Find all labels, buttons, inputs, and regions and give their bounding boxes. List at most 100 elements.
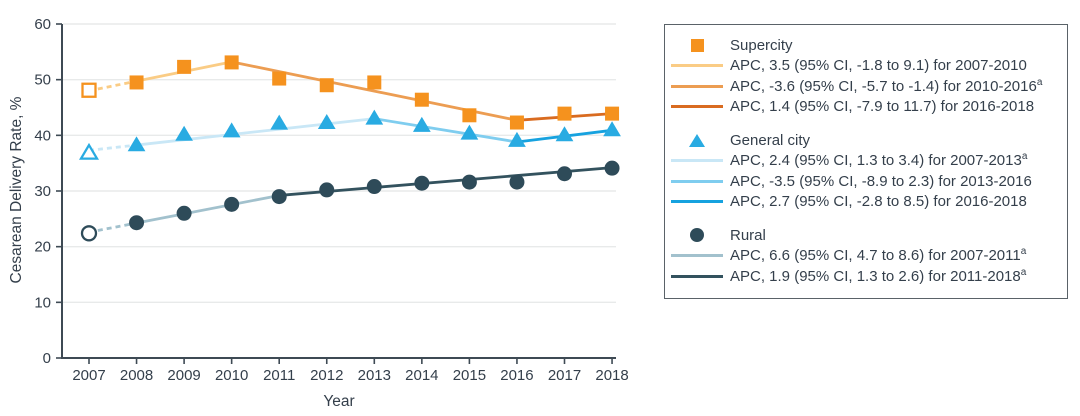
supercity-point-2013	[367, 75, 382, 90]
x-tick-label: 2008	[120, 367, 153, 384]
legend-apc-entry: APC, -3.5 (95% CI, -8.9 to 2.3) for 2013…	[665, 171, 1059, 192]
rural-point-2013	[366, 179, 382, 195]
legend-apc-text: APC, 6.6 (95% CI, 4.7 to 8.6) for 2007-2…	[730, 246, 1027, 265]
rural-point-2010	[224, 196, 240, 212]
rural-point-2009	[176, 205, 192, 221]
supercity-dashed-trend	[88, 79, 137, 93]
supercity-point-2015	[462, 108, 477, 123]
footnote-marker: a	[1021, 151, 1028, 163]
general-city-dashed-trend	[88, 143, 137, 152]
general-city-point-2011	[270, 114, 289, 130]
square-icon	[690, 38, 704, 52]
y-tick-label: 10	[34, 294, 51, 311]
general-city-point-2010	[222, 122, 241, 138]
supercity-point-2014	[414, 92, 429, 107]
line-icon	[671, 84, 723, 88]
legend-apc-text: APC, 1.4 (95% CI, -7.9 to 11.7) for 2016…	[730, 98, 1035, 116]
apc-line-swatch-icon	[671, 64, 723, 68]
apc-line-swatch-icon	[671, 274, 723, 278]
rural-point-2017	[557, 166, 572, 182]
chart-plot-area: 0 10 20 30 40 50 60 2007 2008 2009 2010 2011 2012 201…	[34, 16, 628, 384]
legend-apc-entry: APC, 2.7 (95% CI, -2.8 to 8.5) for 2016-…	[665, 192, 1059, 213]
general-city-point-2016	[508, 131, 526, 147]
general-city-triangle-marker-icon	[671, 133, 723, 147]
x-tick-label: 2013	[358, 367, 391, 384]
rural-point-2011	[271, 189, 287, 205]
rural-dashed-trend	[88, 221, 137, 234]
legend: Supercity APC, 3.5 (95% CI, -1.8 to 9.1) …	[664, 24, 1068, 299]
supercity-point-2007	[81, 82, 97, 98]
y-tick-label: 40	[34, 127, 51, 144]
x-tick-label: 2011	[263, 367, 295, 384]
legend-apc-entry: APC, 1.9 (95% CI, 1.3 to 2.6) for 2011-2…	[665, 266, 1059, 287]
general-city-point-2013	[365, 109, 384, 125]
legend-series-name: Supercity	[730, 36, 793, 54]
general-city-point-2008	[127, 136, 146, 152]
y-tick-label: 50	[34, 72, 51, 89]
legend-series-name: Rural	[730, 226, 766, 244]
x-tick-label: 2018	[595, 367, 628, 384]
y-tick-label: 60	[34, 16, 51, 33]
apc-line-swatch-icon	[671, 200, 723, 204]
legend-apc-entry: APC, 3.5 (95% CI, -1.8 to 9.1) for 2007-…	[665, 56, 1059, 77]
legend-group-supercity: Supercity	[665, 35, 1059, 56]
y-tick-label: 30	[34, 183, 51, 200]
line-icon	[671, 274, 723, 278]
footnote-marker: a	[1036, 76, 1043, 88]
supercity-point-2011	[272, 71, 287, 86]
rural-trend-1	[136, 194, 280, 225]
rural-point-2018	[604, 160, 620, 176]
supercity-point-2008	[129, 75, 144, 90]
supercity-point-2018	[605, 106, 620, 121]
rural-point-2012	[319, 182, 335, 198]
y-tick-label: 20	[34, 239, 51, 256]
rural-point-2015	[461, 174, 477, 190]
x-tick-label: 2009	[167, 367, 200, 384]
legend-apc-entry: APC, 1.4 (95% CI, -7.9 to 11.7) for 2016…	[665, 97, 1059, 118]
x-tick-label: 2010	[215, 367, 248, 384]
line-icon	[671, 200, 723, 204]
legend-apc-entry: APC, -3.6 (95% CI, -5.7 to -1.4) for 201…	[665, 76, 1059, 97]
rural-point-2016	[509, 174, 525, 190]
y-tick-label: 0	[43, 350, 51, 367]
apc-line-swatch-icon	[671, 105, 723, 109]
legend-apc-text: APC, 3.5 (95% CI, -1.8 to 9.1) for 2007-…	[730, 57, 1027, 75]
x-tick-label: 2012	[310, 367, 343, 384]
legend-group-rural: Rural	[665, 225, 1059, 246]
footnote-marker: a	[1020, 266, 1027, 278]
line-icon	[671, 105, 723, 109]
line-icon	[671, 179, 723, 183]
x-tick-label: 2007	[72, 367, 105, 384]
line-icon	[671, 64, 723, 68]
x-tick-label: 2016	[500, 367, 533, 384]
x-tick-label: 2017	[548, 367, 581, 384]
apc-line-swatch-icon	[671, 84, 723, 88]
circle-icon	[690, 228, 704, 243]
y-axis-title: Cesarean Delivery Rate, %	[8, 96, 25, 284]
legend-apc-entry: APC, 2.4 (95% CI, 1.3 to 3.4) for 2007-2…	[665, 151, 1059, 172]
general-city-point-2009	[175, 125, 193, 141]
general-city-point-2014	[412, 116, 431, 132]
x-tick-label: 2015	[453, 367, 486, 384]
rural-point-2014	[414, 175, 430, 191]
x-axis-title: Year	[323, 393, 355, 410]
apc-line-swatch-icon	[671, 254, 723, 258]
general-city-point-2018	[603, 121, 621, 137]
supercity-point-2017	[557, 106, 572, 121]
general-city-point-2007	[78, 142, 100, 160]
general-city-trend-1	[136, 117, 375, 147]
supercity-point-2009	[177, 59, 192, 74]
triangle-icon	[689, 133, 705, 147]
x-tick-label: 2014	[405, 367, 438, 384]
rural-circle-marker-icon	[671, 228, 723, 243]
legend-apc-text: APC, -3.5 (95% CI, -8.9 to 2.3) for 2013…	[730, 172, 1032, 190]
footnote-marker: a	[1020, 246, 1027, 258]
supercity-point-2016	[509, 115, 524, 130]
legend-group-general-city: General city	[665, 130, 1059, 151]
general-city-point-2015	[460, 124, 479, 140]
supercity-point-2012	[319, 78, 334, 93]
apc-line-swatch-icon	[671, 159, 723, 163]
legend-apc-text: APC, 2.4 (95% CI, 1.3 to 3.4) for 2007-2…	[730, 151, 1028, 170]
legend-apc-text: APC, 2.7 (95% CI, -2.8 to 8.5) for 2016-…	[730, 193, 1027, 211]
